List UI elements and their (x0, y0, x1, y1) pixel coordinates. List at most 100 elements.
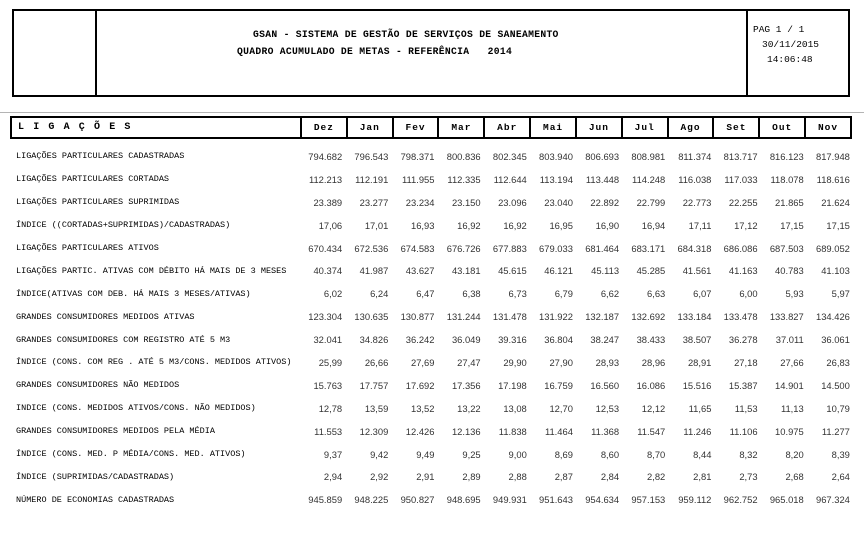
cell-value: 2,88 (508, 471, 527, 483)
cell-value: 15.763 (313, 379, 343, 391)
table-row: LIGAÇÕES PARTICULARES CADASTRADAS 794.682… (10, 145, 852, 168)
cell-value: 12,53 (595, 402, 620, 414)
cell-value: 2,89 (462, 471, 481, 483)
cell-value: 27,66 (780, 356, 804, 368)
cell-value: 12.426 (405, 425, 435, 437)
column-header-ago: Ago (666, 118, 713, 137)
cell-value: 112.191 (355, 173, 389, 185)
cell-value: 41.163 (728, 265, 758, 277)
cell-value: 11.368 (591, 425, 620, 437)
table-row: ÍNDICE ((CORTADAS+SUPRIMIDAS)/CADASTRADA… (10, 214, 852, 237)
cell-value: 36.278 (728, 334, 758, 346)
cell-value: 5,97 (831, 288, 850, 300)
table-section-title: L I G A Ç Õ E S (18, 122, 133, 133)
row-label: LIGAÇÕES PARTIC. ATIVAS COM DÉBITO HÁ MA… (16, 265, 287, 276)
cell-value: 17,15 (826, 219, 850, 231)
cell-value: 798.371 (400, 150, 435, 162)
table-row: GRANDES CONSUMIDORES MEDIDOS ATIVAS 123.3… (10, 305, 852, 328)
column-header-nov: Nov (804, 118, 850, 137)
cell-value: 967.324 (815, 494, 850, 506)
cell-value: 28,91 (687, 356, 712, 368)
row-label: LIGAÇÕES PARTICULARES ATIVOS (16, 243, 159, 253)
cell-value: 17.757 (359, 379, 389, 391)
cell-value: 12,70 (549, 402, 573, 414)
cell-value: 131.478 (492, 311, 527, 323)
cell-value: 13,52 (411, 402, 435, 414)
cell-value: 9,25 (462, 448, 481, 460)
cell-value: 23.389 (313, 196, 343, 208)
cell-value: 677.883 (492, 242, 527, 254)
cell-value: 11,65 (688, 402, 712, 414)
cell-value: 11.277 (821, 425, 850, 437)
cell-value: 802.345 (492, 150, 527, 162)
report-header: GSAN - SISTEMA DE GESTÃO DE SERVIÇOS DE … (12, 9, 850, 97)
cell-value: 34.826 (359, 334, 389, 346)
cell-value: 16,92 (503, 219, 527, 231)
cell-value: 951.643 (539, 494, 573, 506)
table-row: GRANDES CONSUMIDORES COM REGISTRO ATÉ 5 … (10, 328, 852, 351)
table-row: ÍNDICE (CONS. MED. P MÉDIA/CONS. MED. AT… (10, 443, 852, 466)
row-label: ÍNDICE (SUPRIMIDAS/CADASTRADAS) (16, 471, 175, 482)
cell-value: 38.433 (636, 334, 666, 346)
cell-value: 133.827 (769, 311, 804, 323)
separator-line (0, 112, 864, 113)
cell-value: 16,90 (595, 219, 620, 231)
column-header-out: Out (758, 118, 804, 137)
cell-value: 816.123 (769, 150, 804, 162)
cell-value: 2,82 (647, 471, 666, 483)
cell-value: 6,00 (739, 288, 758, 300)
cell-value: 954.634 (585, 494, 620, 506)
table-row: ÍNDICE (CONS. COM REG . ATÉ 5 M3/CONS. M… (10, 351, 852, 374)
cell-value: 676.726 (446, 242, 481, 254)
cell-value: 813.717 (723, 150, 758, 162)
table-row: NÚMERO DE ECONOMIAS CADASTRADAS 945.859 94… (10, 488, 852, 511)
cell-value: 45.285 (636, 265, 666, 277)
row-label: LIGAÇÕES PARTICULARES CADASTRADAS (16, 151, 185, 162)
cell-value: 22.255 (728, 196, 758, 208)
cell-value: 672.536 (354, 242, 389, 254)
cell-value: 132.187 (585, 311, 620, 323)
cell-value: 11.246 (683, 425, 712, 437)
cell-value: 8,20 (785, 448, 804, 460)
cell-value: 11.838 (498, 425, 527, 437)
table-row: GRANDES CONSUMIDORES MEDIDOS PELA MÉDIA 1… (10, 420, 852, 443)
cell-value: 687.503 (769, 242, 804, 254)
cell-value: 37.011 (775, 334, 804, 346)
header-title-block: GSAN - SISTEMA DE GESTÃO DE SERVIÇOS DE … (97, 11, 746, 95)
cell-value: 132.692 (631, 311, 666, 323)
table-header-row: L I G A Ç Õ E S Dez Jan Fev Mar Abr Mai Jun Jul… (10, 116, 852, 139)
cell-value: 2,92 (370, 471, 389, 483)
cell-value: 817.948 (815, 150, 850, 162)
cell-value: 2,91 (416, 471, 435, 483)
cell-value: 679.033 (539, 242, 573, 254)
cell-value: 38.247 (590, 334, 620, 346)
cell-value: 46.121 (544, 265, 573, 277)
row-label: NÚMERO DE ECONOMIAS CADASTRADAS (16, 494, 175, 505)
cell-value: 17,12 (734, 219, 758, 231)
cell-value: 118.078 (770, 173, 804, 185)
cell-value: 9,42 (370, 448, 389, 460)
cell-value: 2,68 (785, 471, 804, 483)
table-row: LIGAÇÕES PARTIC. ATIVAS COM DÉBITO HÁ MA… (10, 259, 852, 282)
cell-value: 945.859 (308, 494, 343, 506)
cell-value: 681.464 (585, 242, 620, 254)
cell-value: 27,90 (549, 356, 573, 368)
cell-value: 112.644 (493, 173, 527, 185)
cell-value: 16,95 (549, 219, 573, 231)
table-row: LIGAÇÕES PARTICULARES CORTADAS 112.213 112… (10, 168, 852, 191)
cell-value: 117.033 (724, 173, 758, 185)
row-label: GRANDES CONSUMIDORES COM REGISTRO ATÉ 5 … (16, 334, 231, 345)
cell-value: 39.316 (498, 334, 527, 346)
cell-value: 6,47 (416, 288, 435, 300)
column-header-mai: Mai (529, 118, 575, 137)
cell-value: 6,62 (600, 288, 620, 300)
table-row: INDICE (CONS. MEDIDOS ATIVOS/CONS. NÃO M… (10, 397, 852, 420)
cell-value: 11.106 (729, 425, 758, 437)
cell-value: 12,12 (641, 402, 666, 414)
column-header-abr: Abr (483, 118, 529, 137)
row-label: ÍNDICE (CONS. MED. P MÉDIA/CONS. MED. AT… (16, 449, 246, 460)
cell-value: 26,83 (826, 356, 850, 368)
cell-value: 16.759 (544, 379, 573, 391)
cell-value: 17.692 (405, 379, 435, 391)
cell-value: 806.693 (585, 150, 620, 162)
